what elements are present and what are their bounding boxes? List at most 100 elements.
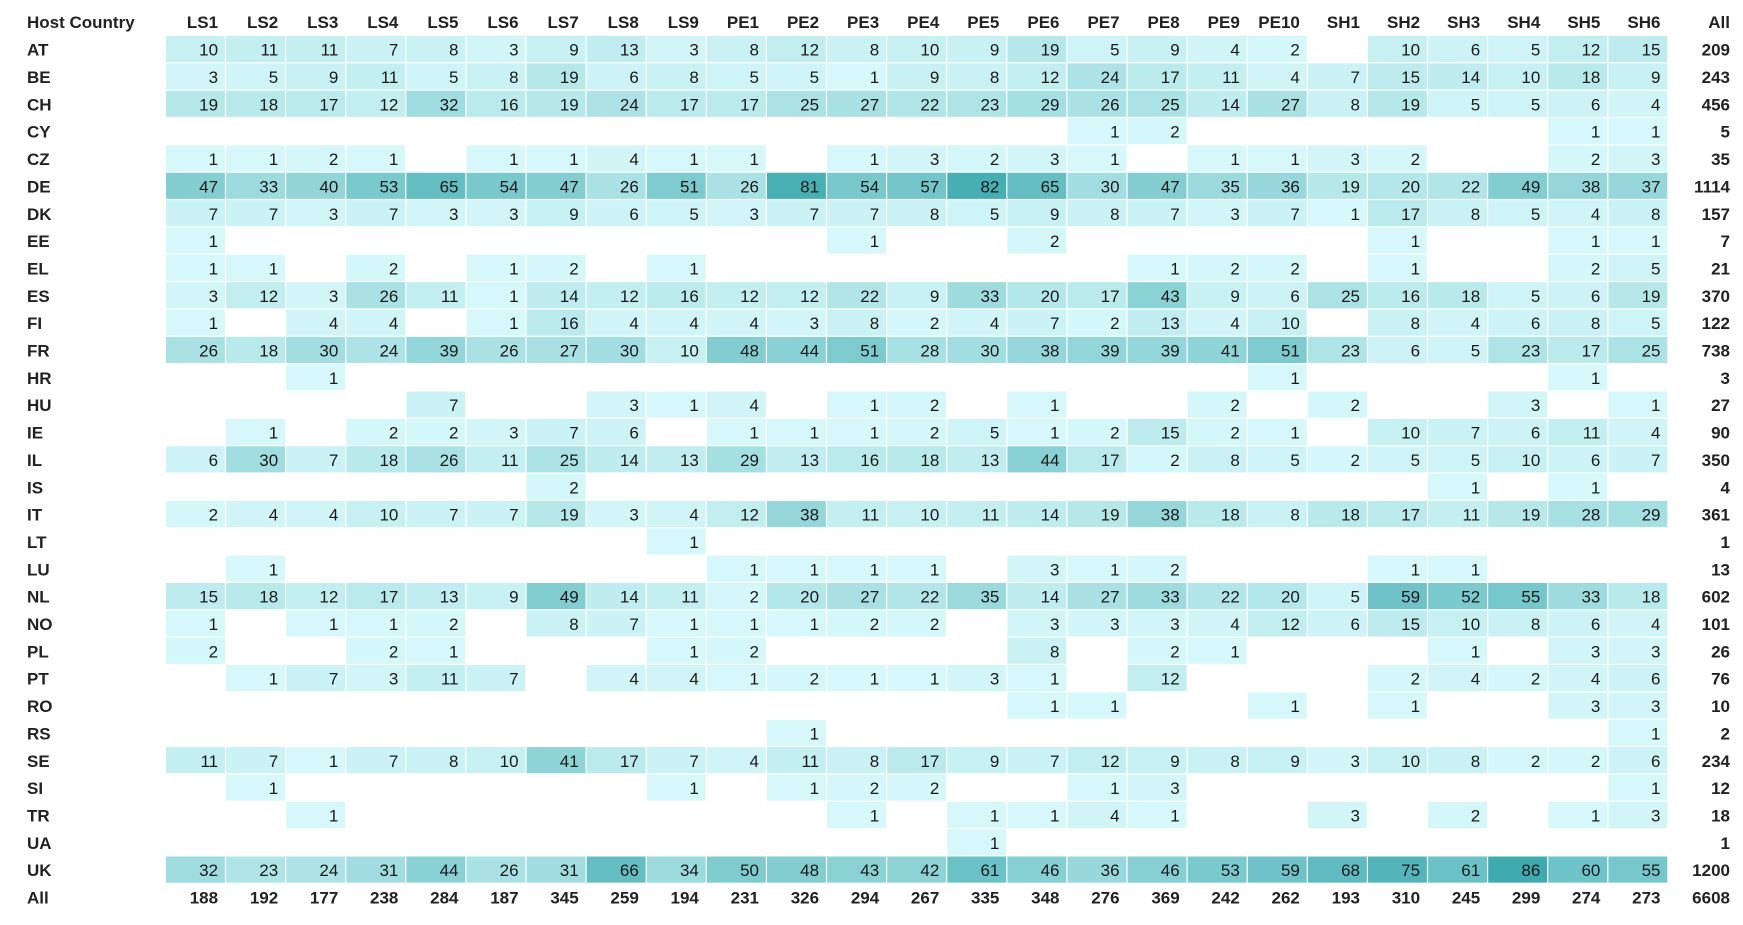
column-header-pe9: PE9	[1208, 13, 1240, 32]
cell-value: 8	[1531, 615, 1540, 634]
heatmap-cell-at-ls2	[226, 36, 285, 63]
heatmap-cell-se-ls6	[466, 747, 526, 774]
cell-value: 20	[1281, 588, 1300, 607]
cell-value: 9	[569, 205, 578, 224]
cell-value: 5	[750, 68, 759, 87]
heatmap-cell-es-ls5	[406, 282, 466, 309]
cell-value: 15	[1642, 41, 1661, 60]
heatmap-cell-il-pe6	[1007, 446, 1067, 473]
cell-value: 8	[990, 68, 999, 87]
heatmap-cell-es-pe5	[947, 282, 1007, 309]
heatmap-cell-fr-pe7	[1067, 336, 1127, 363]
cell-value: 81	[800, 177, 819, 196]
heatmap-cell-ie-pe6	[1007, 418, 1067, 446]
cell-value: 38	[1581, 177, 1600, 196]
heatmap-cell-no-pe7	[1067, 610, 1127, 637]
heatmap-cell-ch-ls5	[406, 90, 466, 117]
cell-value: 7	[870, 205, 879, 224]
heatmap-cell-cz-ls6	[466, 145, 526, 172]
heatmap-cell-hu-sh6	[1608, 391, 1668, 418]
cell-value: 6	[629, 424, 638, 443]
cell-value: 4	[750, 314, 759, 333]
heatmap-cell-dk-sh5	[1548, 200, 1608, 227]
cell-value: 30	[319, 342, 338, 361]
heatmap-cell-es-sh6	[1608, 282, 1668, 309]
heatmap-cell-uk-pe8	[1127, 856, 1187, 883]
heatmap-cell-cz-pe10	[1247, 145, 1307, 172]
heatmap-cell-uk-pe9	[1187, 856, 1247, 883]
heatmap-cell-fr-pe1	[706, 336, 766, 363]
cell-value: 44	[440, 861, 459, 880]
heatmap-cell-ch-pe1	[706, 90, 766, 117]
heatmap-cell-dk-sh3	[1428, 200, 1487, 227]
cell-value: 1	[810, 724, 819, 743]
cell-value: 3	[329, 205, 338, 224]
cell-value: 3	[1651, 806, 1660, 825]
row-total-is: 4	[1721, 478, 1731, 497]
cell-value: 1	[209, 615, 218, 634]
heatmap-cell-at-pe2	[767, 36, 826, 63]
heatmap-cell-il-ls8	[586, 446, 646, 473]
heatmap-cell-no-ls5	[406, 610, 466, 637]
heatmap-cell-hr-sh5	[1548, 364, 1608, 391]
cell-value: 1	[930, 670, 939, 689]
heatmap-cell-at-pe9	[1187, 36, 1247, 63]
cell-value: 2	[1471, 806, 1480, 825]
cell-value: 7	[209, 205, 218, 224]
column-header-pe5: PE5	[967, 13, 999, 32]
column-header-row: Host Country LS1 LS2 LS3 LS4 LS5 LS6 LS7 LS8 LS9…	[27, 13, 1730, 32]
heatmap-cell-ch-pe10	[1247, 90, 1307, 117]
cell-value: 1	[269, 150, 278, 169]
cell-value: 38	[1041, 342, 1060, 361]
cell-value: 5	[689, 205, 698, 224]
column-total-pe9: 242	[1211, 889, 1239, 908]
heatmap-cell-de-ls3	[286, 172, 346, 199]
heatmap-cell-be-pe9	[1187, 63, 1247, 90]
cell-value: 6	[1471, 41, 1480, 60]
cell-value: 1	[1471, 642, 1480, 661]
heatmap-cell-ie-ls6	[466, 418, 526, 446]
cell-value: 25	[1642, 342, 1661, 361]
cell-value: 26	[199, 342, 218, 361]
heatmap-cell-it-pe6	[1007, 500, 1067, 528]
heatmap-cell-ch-pe8	[1127, 90, 1187, 117]
cell-value: 2	[1591, 752, 1600, 771]
cell-value: 7	[449, 396, 458, 415]
cell-value: 2	[1351, 396, 1360, 415]
heatmap-cell-fr-pe5	[947, 336, 1007, 363]
cell-value: 11	[1222, 68, 1240, 87]
heatmap-cell-es-ls7	[526, 282, 586, 309]
heatmap-cell-hr-pe10	[1247, 364, 1307, 391]
column-total-pe10: 262	[1272, 889, 1300, 908]
cell-value: 1	[1471, 478, 1480, 497]
cell-value: 27	[560, 342, 579, 361]
row-total-se: 234	[1702, 752, 1731, 771]
row-label-tr: TR	[27, 806, 50, 825]
cell-value: 1	[870, 670, 879, 689]
heatmap-cell-no-pe10	[1247, 610, 1307, 637]
cell-value: 2	[1230, 396, 1239, 415]
heatmap-cell-cz-pe5	[947, 145, 1007, 172]
heatmap-cell-uk-sh6	[1608, 856, 1668, 883]
cell-value: 66	[620, 861, 639, 880]
heatmap-cell-it-ls1	[166, 500, 225, 528]
heatmap-cell-fi-pe6	[1007, 309, 1067, 336]
cell-value: 2	[750, 642, 759, 661]
column-header-pe8: PE8	[1148, 13, 1180, 32]
heatmap-cell-il-sh4	[1488, 446, 1548, 473]
cell-value: 19	[560, 506, 579, 525]
cell-value: 11	[261, 41, 279, 60]
cell-value: 6	[1351, 615, 1360, 634]
cell-value: 23	[259, 861, 278, 880]
heatmap-cell-es-ls9	[646, 282, 706, 309]
cell-value: 18	[259, 95, 278, 114]
cell-value: 1	[1290, 424, 1299, 443]
heatmap-cell-tr-sh6	[1608, 801, 1668, 828]
cell-value: 44	[1041, 451, 1060, 470]
heatmap-cell-si-pe7	[1067, 774, 1127, 801]
cell-value: 7	[1050, 752, 1059, 771]
heatmap-cell-ro-sh5	[1548, 692, 1608, 719]
cell-value: 12	[1581, 41, 1600, 60]
cell-value: 8	[1411, 314, 1420, 333]
heatmap-cell-be-pe5	[947, 63, 1007, 90]
